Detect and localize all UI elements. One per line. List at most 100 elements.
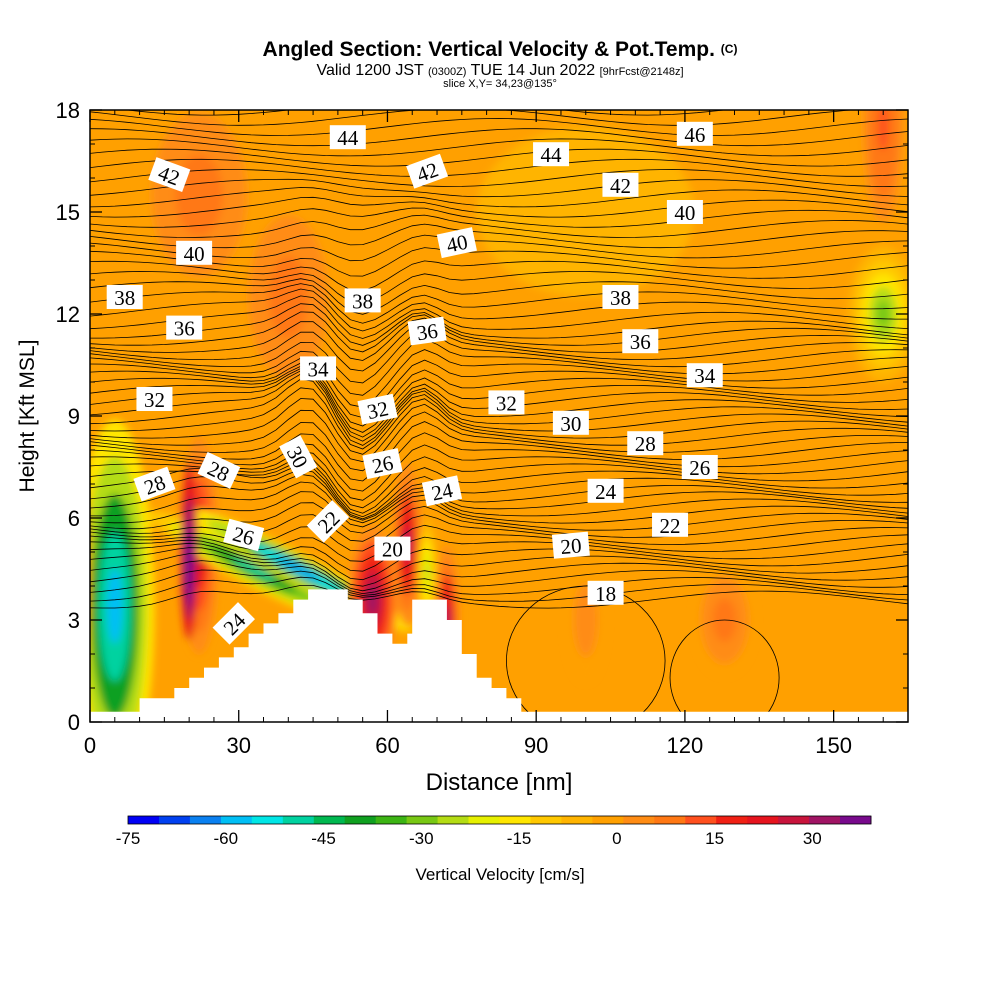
isentrope-label: 22 [652,512,689,538]
y-tick-label: 3 [68,608,80,633]
colorbar-swatch [685,816,717,824]
x-tick-label: 60 [375,733,399,758]
isentropes [90,110,908,722]
isentrope-label-text: 22 [660,514,681,538]
colorbar: -75 -60 -45 -30 -15 0 15 30 [116,815,872,848]
colorbar-swatch [437,816,469,824]
colorbar-swatch [313,816,346,824]
isentrope-label: 40 [176,240,213,266]
isentrope-line [90,187,908,208]
colorbar-swatch [623,816,655,824]
colorbar-swatch [778,816,810,824]
isentrope-label-box [407,316,447,346]
isentrope-line [90,169,908,187]
isentrope-label-text: 32 [365,396,391,424]
isentrope-label-box [279,435,318,479]
isentrope-label: 38 [344,288,381,313]
isentrope-label-box [197,451,241,489]
isentrope-line [90,234,908,262]
velocity-cell [876,300,891,328]
isentrope-label: 26 [223,518,265,552]
isentrope-line [90,283,908,324]
isentrope-label: 20 [374,536,411,562]
x-tick-label: 90 [524,733,548,758]
isentrope-line [90,118,908,136]
colorbar-tick-label: 15 [705,829,724,848]
isentrope-label: 34 [300,356,337,381]
isentrope-label-box [551,531,590,559]
isentrope-label-text: 32 [144,388,165,412]
colorbar-swatch [716,816,748,824]
isentrope-label: 40 [666,200,703,225]
velocity-core [185,524,194,607]
isentrope-line [90,505,908,542]
isentrope-line [90,278,908,315]
isentrope-label-text: 34 [694,364,716,388]
velocity-cell [45,411,85,727]
x-tick-label: 150 [815,733,852,758]
isentrope-line [90,576,908,602]
colorbar-swatch [654,816,686,824]
colorbar-swatch [128,816,160,824]
isentrope-label-box [627,431,664,456]
isentrope-line [90,317,908,361]
isentrope-line [90,288,908,332]
isentrope-label: 34 [686,363,723,388]
colorbar-tick-label: -30 [409,829,434,848]
isentrope-label-box [666,200,703,224]
isentrope-line [90,322,908,372]
colorbar-frame [127,815,872,825]
isentrope-line [90,196,908,218]
y-tick-label: 6 [68,506,80,531]
isentrope-label-text: 40 [184,242,205,266]
isentrope-label: 36 [166,315,203,341]
colorbar-swatch [375,816,408,824]
isentrope-label: 46 [676,121,713,147]
velocity-cell [581,607,590,633]
velocity-cell [187,174,211,216]
isentrope-line [90,542,908,581]
isentrope-label: 32 [357,393,398,425]
isentrope-label-box [676,121,713,146]
slice-info: slice X,Y= 34,23@135° [443,78,557,90]
y-tick-label: 15 [56,200,80,225]
isentrope-label: 36 [407,316,447,346]
isentrope-line [90,421,908,482]
isentrope-line [90,247,908,277]
isentrope-label-text: 18 [595,582,616,606]
colorbar-swatch [251,816,284,824]
isentrope-label-text: 36 [174,317,195,341]
isentrope-label-box [686,363,723,388]
isentrope-line [90,473,908,521]
isentrope-label: 38 [602,285,639,310]
isentrope-label-box [602,172,639,197]
x-axis-label: Distance [nm] [426,769,573,796]
isentrope-line [90,138,908,157]
isentrope-label-box [652,512,689,537]
colorbar-swatch [282,816,315,824]
isentrope-label: 24 [421,475,463,507]
colorbar-tick-label: -60 [214,829,239,848]
isentrope-label-box [374,536,411,561]
isentrope-label-box [106,285,143,309]
isentrope-label-box [136,387,173,411]
isentrope-label-box [587,478,624,503]
isentrope-label: 40 [436,227,477,259]
isentrope-line [90,349,908,408]
colorbar-label: Vertical Velocity [cm/s] [415,865,584,884]
isentrope-label-box [166,315,203,340]
colorbar-swatch [530,816,562,824]
colorbar-swatch [809,816,841,824]
isentrope-label: 42 [602,172,639,198]
isentrope-label-box [436,227,477,259]
isentrope-line [90,110,858,126]
isentrope-label-box [587,580,624,605]
isentrope-label-box [406,153,449,189]
colorbar-tick-label: 0 [612,829,621,848]
velocity-cell [425,561,430,584]
isentrope-line [90,365,908,427]
isentrope-line [90,207,908,228]
colorbar-swatch [220,816,253,824]
